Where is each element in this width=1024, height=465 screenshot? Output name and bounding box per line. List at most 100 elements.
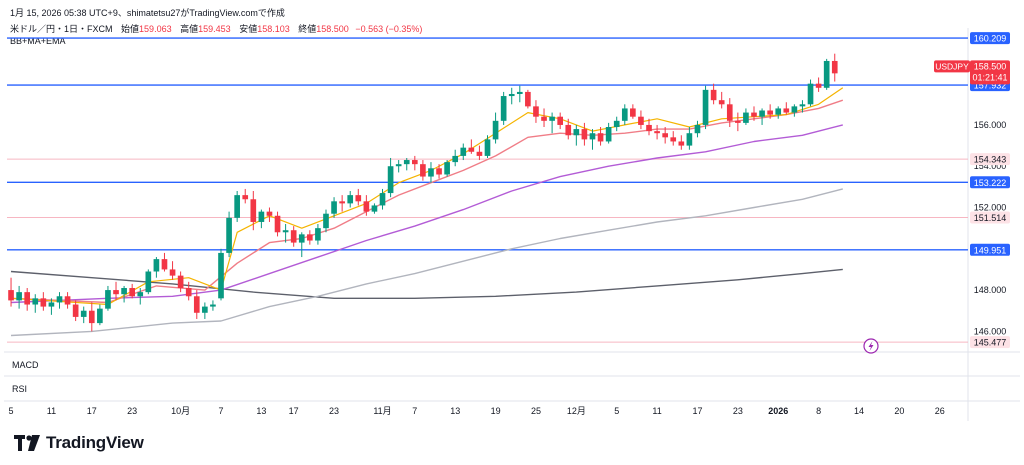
candle-body: [153, 259, 160, 272]
candle-body: [783, 108, 790, 113]
candle-body: [88, 310, 95, 324]
low-label: 安値: [239, 24, 258, 34]
ma-mid-line: [10, 99, 844, 304]
candle-body: [56, 296, 63, 303]
x-tick-label: 17: [692, 406, 702, 416]
candle-body: [210, 304, 216, 307]
candle-body: [48, 302, 55, 307]
candle-body: [105, 290, 111, 309]
candle-body: [516, 91, 523, 94]
candle-body: [218, 252, 224, 299]
candle-body: [718, 100, 725, 105]
candle-body: [508, 93, 515, 97]
horizontal-line-label: 151.514: [974, 213, 1007, 223]
candle-body: [710, 89, 717, 101]
candle-body: [298, 234, 305, 243]
x-tick-label: 23: [329, 406, 339, 416]
candle-body: [371, 205, 378, 212]
candle-body: [791, 106, 798, 113]
candle-body: [242, 195, 249, 200]
ma-dark-line: [10, 268, 843, 299]
candle-body: [307, 234, 313, 241]
x-tick-label: 8: [816, 406, 821, 416]
horizontal-line-tag: [970, 211, 1010, 224]
symbol-name: 米ドル／円・1日・FXCM: [10, 24, 113, 34]
candle-body: [193, 296, 200, 313]
lightning-icon[interactable]: [863, 338, 879, 354]
candle-body: [654, 131, 660, 134]
candle-body: [428, 168, 434, 177]
x-tick-label: 12月: [567, 406, 586, 416]
candle-body: [557, 116, 564, 125]
candle-body: [702, 89, 709, 125]
candle-body: [339, 201, 345, 204]
ma-gray-line: [10, 188, 843, 337]
horizontal-line-tag: [970, 176, 1010, 189]
candle-body: [202, 306, 208, 313]
x-tick-label: 11: [652, 406, 661, 416]
x-tick-label: 19: [491, 406, 501, 416]
candle-body: [759, 110, 765, 117]
candle-body: [185, 288, 192, 297]
candle-body: [226, 217, 232, 253]
candle-body: [72, 304, 79, 317]
candle-body: [452, 155, 459, 163]
open-label: 始値: [121, 24, 140, 34]
horizontal-line-tag: [970, 336, 1010, 349]
candle-body: [597, 133, 604, 142]
candle-body: [686, 133, 693, 146]
candle-body: [161, 259, 168, 270]
change-value: −0.563 (−0.35%): [355, 24, 423, 34]
x-tick-label: 5: [9, 406, 14, 416]
candle-body: [831, 60, 838, 74]
candle-body: [549, 116, 555, 121]
candle-body: [411, 160, 418, 165]
candle-body: [743, 112, 749, 123]
horizontal-line-label: 157.932: [974, 81, 1007, 91]
x-tick-label: 26: [935, 406, 945, 416]
lightning-icon-bolt: [868, 341, 874, 351]
x-tick-label: 10月: [171, 406, 190, 416]
candle-body: [250, 199, 257, 222]
candle-body: [678, 141, 685, 146]
candle-body: [24, 292, 31, 305]
macd-pane-title[interactable]: MACD: [12, 360, 39, 370]
candle-body: [581, 129, 588, 140]
candle-body: [751, 112, 757, 117]
rsi-pane-title[interactable]: RSI: [12, 384, 28, 394]
x-tick-label: 17: [87, 406, 97, 416]
candle-body: [444, 162, 450, 175]
indicator-legend[interactable]: BB+MA+EMA: [10, 36, 66, 46]
candle-body: [331, 201, 337, 214]
candle-body: [767, 110, 773, 115]
price-tag-symbol-box: [934, 60, 970, 73]
candle-body: [694, 124, 701, 134]
ma-fast-line: [10, 87, 844, 306]
horizontal-line-tag: [970, 243, 1010, 256]
y-tick-label: 146.000: [974, 326, 1007, 336]
ma-violet-line: [10, 124, 843, 304]
candle-body: [121, 288, 127, 295]
symbol-legend: 米ドル／円・1日・FXCM 始値159.063 高値159.453 安値158.…: [10, 22, 422, 35]
candle-body: [274, 215, 281, 233]
candle-body: [266, 211, 273, 216]
high-label: 高値: [180, 24, 199, 34]
low-value: 158.103: [257, 24, 290, 34]
x-tick-label: 23: [127, 406, 137, 416]
candle-body: [492, 120, 499, 140]
candle-body: [315, 228, 321, 241]
horizontal-line-tag: [970, 32, 1010, 45]
close-value: 158.500: [316, 24, 349, 34]
chart-frame: 1月 15, 2026 05:38 UTC+9、shimatetsu27がTra…: [4, 0, 1020, 462]
candle-body: [621, 108, 628, 121]
brand-name: TradingView: [46, 433, 144, 452]
y-tick-label: 152.000: [974, 203, 1007, 213]
candle-body: [234, 195, 240, 218]
tradingview-logo[interactable]: TradingView: [14, 433, 144, 453]
x-tick-label: 13: [450, 406, 460, 416]
candle-body: [403, 160, 410, 165]
candle-body: [638, 116, 644, 125]
candle-body: [541, 116, 547, 121]
tradingview-logo-icon: [14, 435, 40, 451]
